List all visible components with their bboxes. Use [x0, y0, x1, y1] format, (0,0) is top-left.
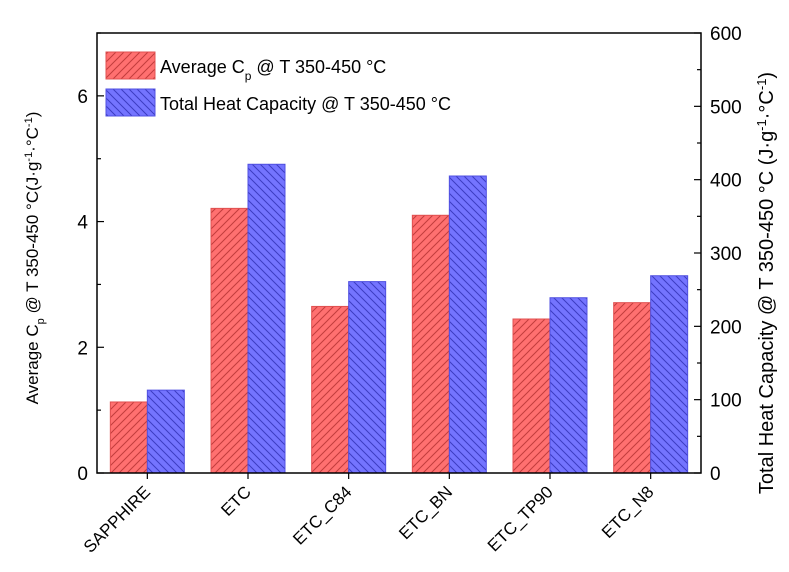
- left-tick-label: 0: [77, 464, 88, 485]
- bar-average-cp: [512, 318, 551, 474]
- left-axis-title: Average Cp @ T 350-450 °C(J·g-1·°C-1): [23, 112, 47, 405]
- right-tick-label: 400: [710, 171, 742, 192]
- right-tick-label: 200: [710, 317, 742, 338]
- left-tick-label: 2: [77, 338, 88, 359]
- category-label: ETC: [217, 482, 254, 519]
- legend-swatch: [105, 88, 156, 117]
- right-tick-label: 0: [710, 464, 721, 485]
- right-tick-label: 600: [710, 24, 742, 45]
- bar-total-heat-capacity: [247, 163, 286, 474]
- bar-average-cp: [411, 214, 450, 474]
- legend-swatch: [105, 51, 156, 80]
- category-label: ETC_N8: [598, 482, 658, 542]
- category-label: SAPPHIRE: [80, 482, 154, 556]
- bar-total-heat-capacity: [549, 297, 588, 474]
- bar-average-cp: [311, 305, 350, 474]
- left-tick-label: 4: [77, 213, 88, 234]
- bar-average-cp: [613, 302, 652, 474]
- bar-total-heat-capacity: [348, 281, 387, 474]
- category-label: ETC_C84: [289, 482, 355, 548]
- bar-average-cp: [109, 401, 148, 474]
- legend-label-total-heat-capacity: Total Heat Capacity @ T 350-450 °C: [160, 94, 451, 114]
- right-tick-label: 100: [710, 391, 742, 412]
- left-tick-label: 6: [77, 87, 88, 108]
- bar-total-heat-capacity: [448, 175, 487, 474]
- legend-label-average-cp: Average Cp @ T 350-450 °C: [160, 57, 386, 83]
- bar-total-heat-capacity: [146, 389, 185, 474]
- category-label: ETC_BN: [395, 482, 456, 543]
- bar-total-heat-capacity: [650, 275, 689, 474]
- category-label: ETC_TP90: [484, 482, 557, 555]
- right-axis-title: Total Heat Capacity @ T 350-450 °C (J·g-…: [754, 72, 779, 494]
- right-tick-label: 500: [710, 97, 742, 118]
- right-tick-label: 300: [710, 244, 742, 265]
- bar-average-cp: [210, 207, 249, 474]
